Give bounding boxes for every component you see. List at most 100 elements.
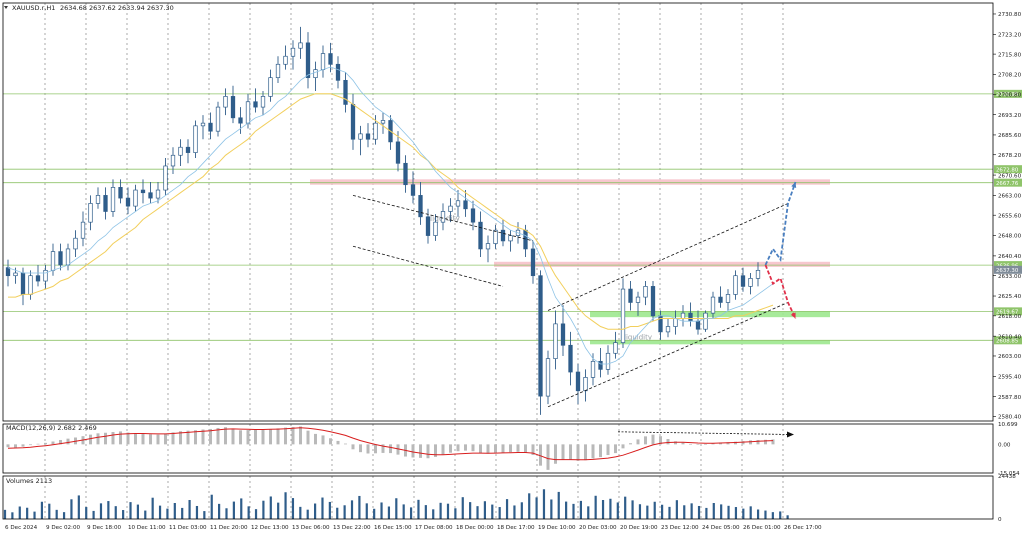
- candle[interactable]: [208, 112, 213, 140]
- candle[interactable]: [95, 187, 101, 209]
- candle-body: [80, 221, 86, 239]
- candle[interactable]: [718, 286, 723, 308]
- candle[interactable]: [440, 203, 446, 231]
- candle[interactable]: [740, 267, 746, 292]
- candle[interactable]: [253, 88, 258, 113]
- candle[interactable]: [635, 291, 641, 316]
- candle[interactable]: [485, 235, 491, 263]
- macd-histogram-bar: [756, 439, 760, 445]
- candle[interactable]: [530, 240, 536, 284]
- volume-pane[interactable]: [3, 489, 789, 519]
- candle[interactable]: [553, 310, 558, 370]
- candle[interactable]: [613, 331, 618, 359]
- candle[interactable]: [418, 182, 423, 225]
- candle-body: [5, 267, 11, 277]
- candle-body: [418, 195, 423, 218]
- candle[interactable]: [620, 278, 626, 348]
- candle[interactable]: [733, 270, 738, 300]
- candle[interactable]: [290, 40, 296, 70]
- candle[interactable]: [43, 264, 48, 290]
- candle[interactable]: [305, 32, 311, 89]
- price-pane[interactable]: [5, 26, 761, 415]
- candle-body: [733, 275, 738, 295]
- candle[interactable]: [215, 101, 221, 137]
- candle[interactable]: [335, 56, 341, 89]
- macd-histogram-bar: [434, 444, 437, 457]
- candle[interactable]: [73, 230, 78, 257]
- macd-pane[interactable]: [6, 426, 795, 470]
- time-tick-label: 18 Dec 00:00: [456, 525, 494, 531]
- candle[interactable]: [725, 289, 731, 311]
- candle[interactable]: [313, 61, 318, 92]
- candle[interactable]: [223, 88, 228, 116]
- candle[interactable]: [380, 112, 386, 134]
- level-tag: [994, 165, 1022, 174]
- candle[interactable]: [163, 157, 168, 196]
- candle[interactable]: [260, 91, 266, 116]
- candle[interactable]: [155, 182, 161, 204]
- macd-histogram-bar: [96, 433, 100, 445]
- candle[interactable]: [470, 200, 476, 231]
- candle[interactable]: [133, 184, 138, 212]
- macd-tick-label: -15.054: [998, 471, 1020, 477]
- candle[interactable]: [643, 281, 648, 306]
- candle[interactable]: [80, 211, 86, 247]
- price-tick-label: 2610.40: [998, 334, 1022, 340]
- candle[interactable]: [628, 281, 633, 311]
- candle[interactable]: [185, 139, 191, 164]
- candle[interactable]: [58, 243, 63, 271]
- candle[interactable]: [140, 179, 146, 204]
- candle[interactable]: [500, 219, 506, 247]
- candle[interactable]: [650, 281, 656, 322]
- candle[interactable]: [170, 147, 176, 174]
- candle[interactable]: [35, 264, 41, 287]
- candle[interactable]: [545, 350, 551, 405]
- candle[interactable]: [665, 318, 671, 338]
- candle[interactable]: [395, 131, 401, 172]
- candle[interactable]: [298, 26, 303, 59]
- candle[interactable]: [365, 123, 371, 148]
- candle[interactable]: [110, 179, 116, 217]
- candle[interactable]: [283, 45, 288, 70]
- candle[interactable]: [433, 214, 438, 241]
- candle[interactable]: [755, 262, 761, 287]
- candle[interactable]: [200, 115, 206, 140]
- macd-histogram-bar: [164, 433, 167, 445]
- candle[interactable]: [230, 85, 236, 124]
- candle[interactable]: [568, 331, 573, 386]
- candle[interactable]: [178, 139, 183, 166]
- candle[interactable]: [598, 347, 603, 378]
- chevron-down-icon[interactable]: [4, 6, 8, 9]
- candle[interactable]: [275, 56, 281, 84]
- candle[interactable]: [463, 190, 468, 217]
- candle[interactable]: [748, 273, 753, 295]
- time-tick-label: 16 Dec 15:00: [374, 525, 412, 531]
- candle[interactable]: [410, 171, 416, 204]
- candle[interactable]: [478, 211, 483, 257]
- candle[interactable]: [605, 345, 611, 375]
- candle[interactable]: [403, 155, 408, 193]
- candle[interactable]: [448, 198, 453, 223]
- candle-body: [455, 200, 461, 207]
- candle[interactable]: [103, 187, 108, 220]
- candle[interactable]: [343, 72, 348, 113]
- candle[interactable]: [560, 305, 566, 356]
- candle[interactable]: [268, 69, 273, 102]
- candle[interactable]: [538, 270, 543, 415]
- candle[interactable]: [710, 291, 716, 319]
- candle[interactable]: [703, 310, 708, 332]
- candle[interactable]: [88, 195, 93, 231]
- candle[interactable]: [455, 190, 461, 217]
- candle[interactable]: [238, 107, 243, 134]
- candle[interactable]: [5, 259, 11, 287]
- candle[interactable]: [193, 120, 198, 158]
- candle[interactable]: [118, 179, 123, 204]
- price-tick-label: 2595.40: [998, 375, 1022, 381]
- candle[interactable]: [493, 224, 498, 249]
- candle[interactable]: [575, 364, 581, 405]
- macd-histogram-bar: [14, 444, 17, 448]
- candle[interactable]: [125, 187, 131, 215]
- candle[interactable]: [148, 182, 153, 204]
- candle[interactable]: [358, 125, 363, 156]
